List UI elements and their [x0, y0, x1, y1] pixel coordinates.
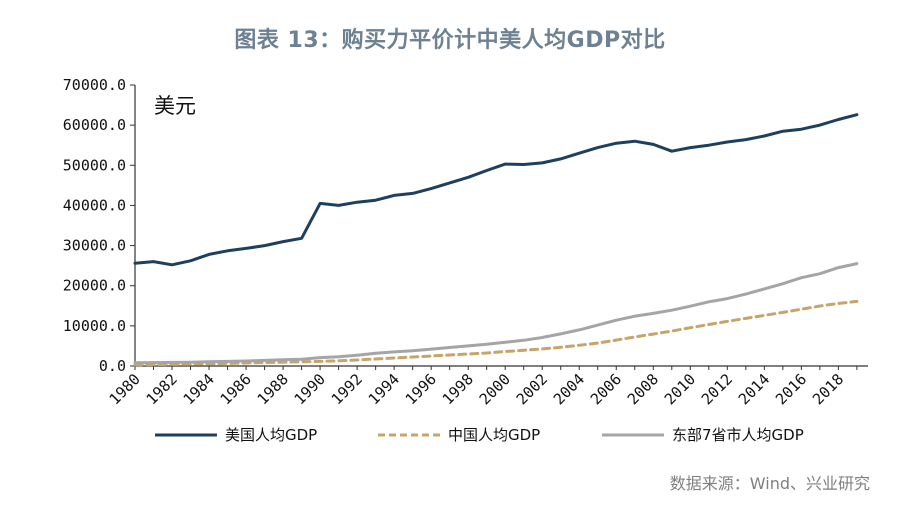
x-tick-label: 2008: [624, 370, 662, 408]
y-unit-label: 美元: [154, 94, 196, 118]
x-tick-label: 1982: [143, 370, 181, 408]
axes: 0.0 10000.0 20000.0 30000.0 40000.0 50000.0 60…: [63, 76, 868, 408]
legend-item-china: 中国人均GDP: [378, 424, 540, 445]
legend-label-china: 中国人均GDP: [448, 426, 541, 444]
source-note: 数据来源：Wind、兴业研究: [669, 474, 870, 493]
chart-title: 图表 13：购买力平价计中美人均GDP对比: [234, 28, 666, 53]
x-tick-label: 2006: [587, 370, 625, 408]
y-tick-label: 50000.0: [63, 156, 126, 174]
series-layer: [133, 113, 859, 367]
x-tick-label: 1984: [180, 370, 218, 408]
legend-item-east7: 东部7省市人均GDP: [602, 424, 804, 445]
y-tick-label: 60000.0: [63, 116, 126, 134]
y-tick-label: 20000.0: [63, 277, 126, 295]
x-tick-label: 1986: [217, 370, 255, 408]
legend-swatch-china: [378, 433, 440, 436]
legend-label-east7: 东部7省市人均GDP: [672, 426, 804, 444]
y-tick-label: 30000.0: [63, 237, 126, 255]
x-tick-label: 2000: [476, 370, 514, 408]
legend-item-us: 美国人均GDP: [155, 424, 317, 445]
legend-swatch-us: [155, 433, 217, 436]
y-tick-label: 70000.0: [63, 76, 126, 94]
x-tick-label: 1988: [254, 370, 292, 408]
series-line-2: [133, 262, 859, 365]
x-tick-label: 1992: [328, 370, 366, 408]
y-tick-label: 10000.0: [63, 317, 126, 335]
series-line-0: [133, 113, 859, 267]
x-tick-label: 1990: [291, 370, 329, 408]
legend: 美国人均GDP 中国人均GDP 东部7省市人均GDP: [0, 424, 900, 452]
y-tick-label: 0.0: [99, 357, 126, 375]
x-tick-label: 2012: [698, 370, 736, 408]
series-line-1: [133, 299, 859, 367]
x-tick-label: 2004: [550, 370, 588, 408]
x-tick-label: 2014: [735, 370, 773, 408]
legend-label-us: 美国人均GDP: [225, 426, 318, 444]
y-tick-label: 40000.0: [63, 196, 126, 214]
x-tick-label: 2002: [513, 370, 551, 408]
x-tick-label: 2010: [661, 370, 699, 408]
legend-swatch-east7: [602, 433, 664, 436]
x-tick-label: 1996: [402, 370, 440, 408]
x-tick-label: 1994: [365, 370, 403, 408]
x-tick-label: 2018: [809, 370, 847, 408]
x-tick-label: 1998: [439, 370, 477, 408]
x-tick-label: 1980: [106, 370, 144, 408]
x-tick-label: 2016: [772, 370, 810, 408]
